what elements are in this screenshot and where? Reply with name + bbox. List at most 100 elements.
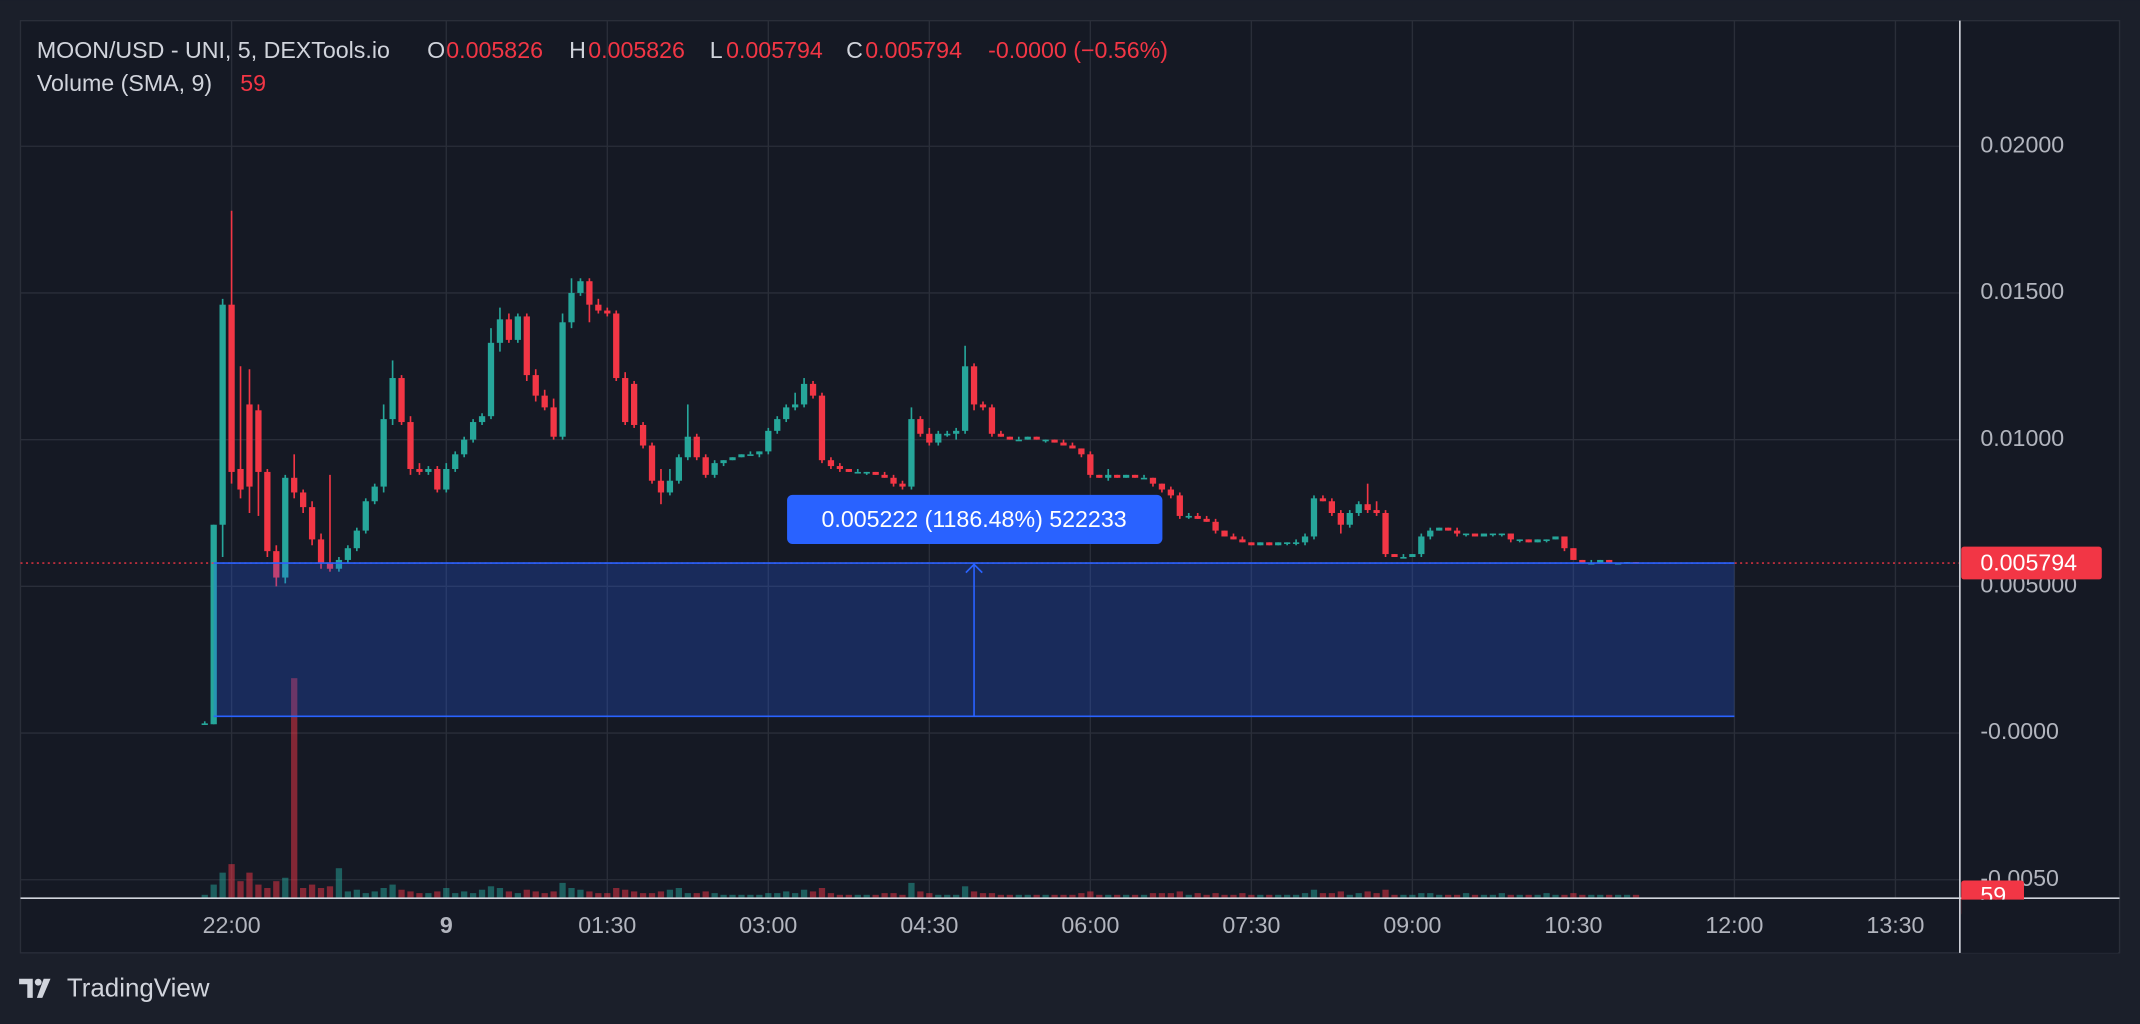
volume-bar — [487, 886, 495, 899]
candle-body — [1033, 436, 1040, 440]
volume-bar — [684, 893, 691, 899]
volume-bar — [988, 893, 996, 899]
candle-body — [1579, 559, 1586, 563]
candle-body — [291, 477, 298, 493]
candle-body — [1597, 559, 1604, 563]
volume-bar — [666, 889, 674, 899]
candle-body — [1006, 436, 1013, 440]
volume-bar — [559, 882, 566, 899]
candle-body — [1185, 515, 1192, 518]
candle-body — [344, 548, 352, 560]
candle-body — [219, 304, 226, 525]
volume-bar — [1346, 894, 1353, 899]
volume-bar — [326, 886, 334, 899]
volume-bar — [595, 893, 602, 899]
candle-body — [854, 471, 861, 474]
volume-bar — [1355, 893, 1362, 899]
volume-bar — [1552, 894, 1559, 899]
candle-body — [1328, 501, 1336, 514]
candle-body — [1105, 474, 1112, 478]
candle-body — [1364, 504, 1371, 511]
candle-body — [1158, 483, 1166, 490]
volume-bar — [1623, 894, 1631, 899]
candle-body — [1382, 513, 1389, 555]
volume-bar — [425, 893, 432, 899]
brand-logo — [19, 978, 51, 998]
candle-body — [783, 407, 790, 420]
candle-body — [478, 416, 486, 423]
volume-bar — [577, 889, 584, 899]
volume-bar — [541, 893, 548, 899]
candle-body — [881, 474, 888, 478]
candle-body — [961, 366, 969, 431]
candle-body — [1131, 474, 1139, 478]
candle-body — [1248, 542, 1255, 546]
candle-body — [541, 395, 548, 408]
measure-label: 0.005222 (1186.48%) 522233 — [821, 506, 1126, 532]
volume-bar — [1561, 894, 1568, 899]
candle-body — [1310, 498, 1318, 537]
volume-bar — [1167, 893, 1174, 899]
candle-body — [389, 378, 396, 420]
candle-body — [1570, 548, 1577, 560]
candle-body — [827, 460, 835, 467]
volume-bar — [514, 893, 521, 899]
volume-bar — [774, 893, 781, 899]
volume-bar — [1078, 893, 1085, 899]
volume-bar — [1042, 894, 1049, 899]
last-price-box — [1961, 546, 2102, 580]
volume-bar — [1015, 894, 1022, 899]
candle-body — [1337, 513, 1344, 525]
volume-bar — [1301, 893, 1309, 899]
x-tick-label: 01:30 — [578, 912, 636, 938]
volume-bar — [1489, 894, 1497, 899]
volume-label: Volume (SMA, 9) — [37, 70, 212, 96]
low-value: 0.005794 — [726, 37, 823, 63]
candle-body — [979, 404, 987, 408]
candle-body — [1051, 439, 1058, 443]
volume-bar — [1248, 894, 1255, 899]
volume-bar — [926, 893, 933, 899]
volume-bar — [622, 889, 629, 899]
candle-body — [550, 407, 557, 437]
candle-body — [1114, 474, 1121, 478]
volume-bar — [1579, 894, 1586, 899]
candle-body — [1498, 533, 1505, 536]
candle-body — [953, 430, 960, 434]
candle-body — [300, 492, 307, 508]
volume-bar — [917, 891, 924, 899]
volume-bar — [255, 884, 262, 899]
candle-body — [774, 419, 781, 431]
candle-body — [899, 483, 906, 487]
candle-body — [639, 424, 647, 446]
x-tick-label: 13:30 — [1866, 912, 1924, 938]
volume-bar — [1284, 894, 1291, 899]
candle-body — [1275, 542, 1282, 546]
candle-body — [273, 551, 280, 578]
volume-bar — [246, 872, 253, 899]
volume-bar — [1310, 889, 1318, 899]
candle-body — [845, 468, 852, 472]
volume-bar — [1516, 894, 1523, 899]
candle-body — [210, 524, 217, 725]
candle-body — [1355, 504, 1362, 514]
candle-body — [1266, 542, 1273, 546]
volume-bar — [505, 891, 513, 899]
volume-bar — [443, 888, 450, 899]
candle-body — [362, 501, 369, 531]
volume-bar — [1597, 894, 1604, 899]
chart-area — [19, 19, 2121, 954]
volume-bar — [675, 888, 682, 899]
x-tick-label: 9 — [440, 912, 453, 938]
volume-bar — [1051, 894, 1058, 899]
candle-body — [926, 433, 933, 443]
candle-body — [1257, 542, 1264, 546]
volume-bar — [344, 891, 352, 899]
volume-bar — [1194, 893, 1201, 899]
candle-body — [1534, 539, 1541, 543]
volume-bar — [291, 678, 298, 899]
candle-body — [702, 457, 709, 475]
volume-bar — [1588, 894, 1595, 899]
